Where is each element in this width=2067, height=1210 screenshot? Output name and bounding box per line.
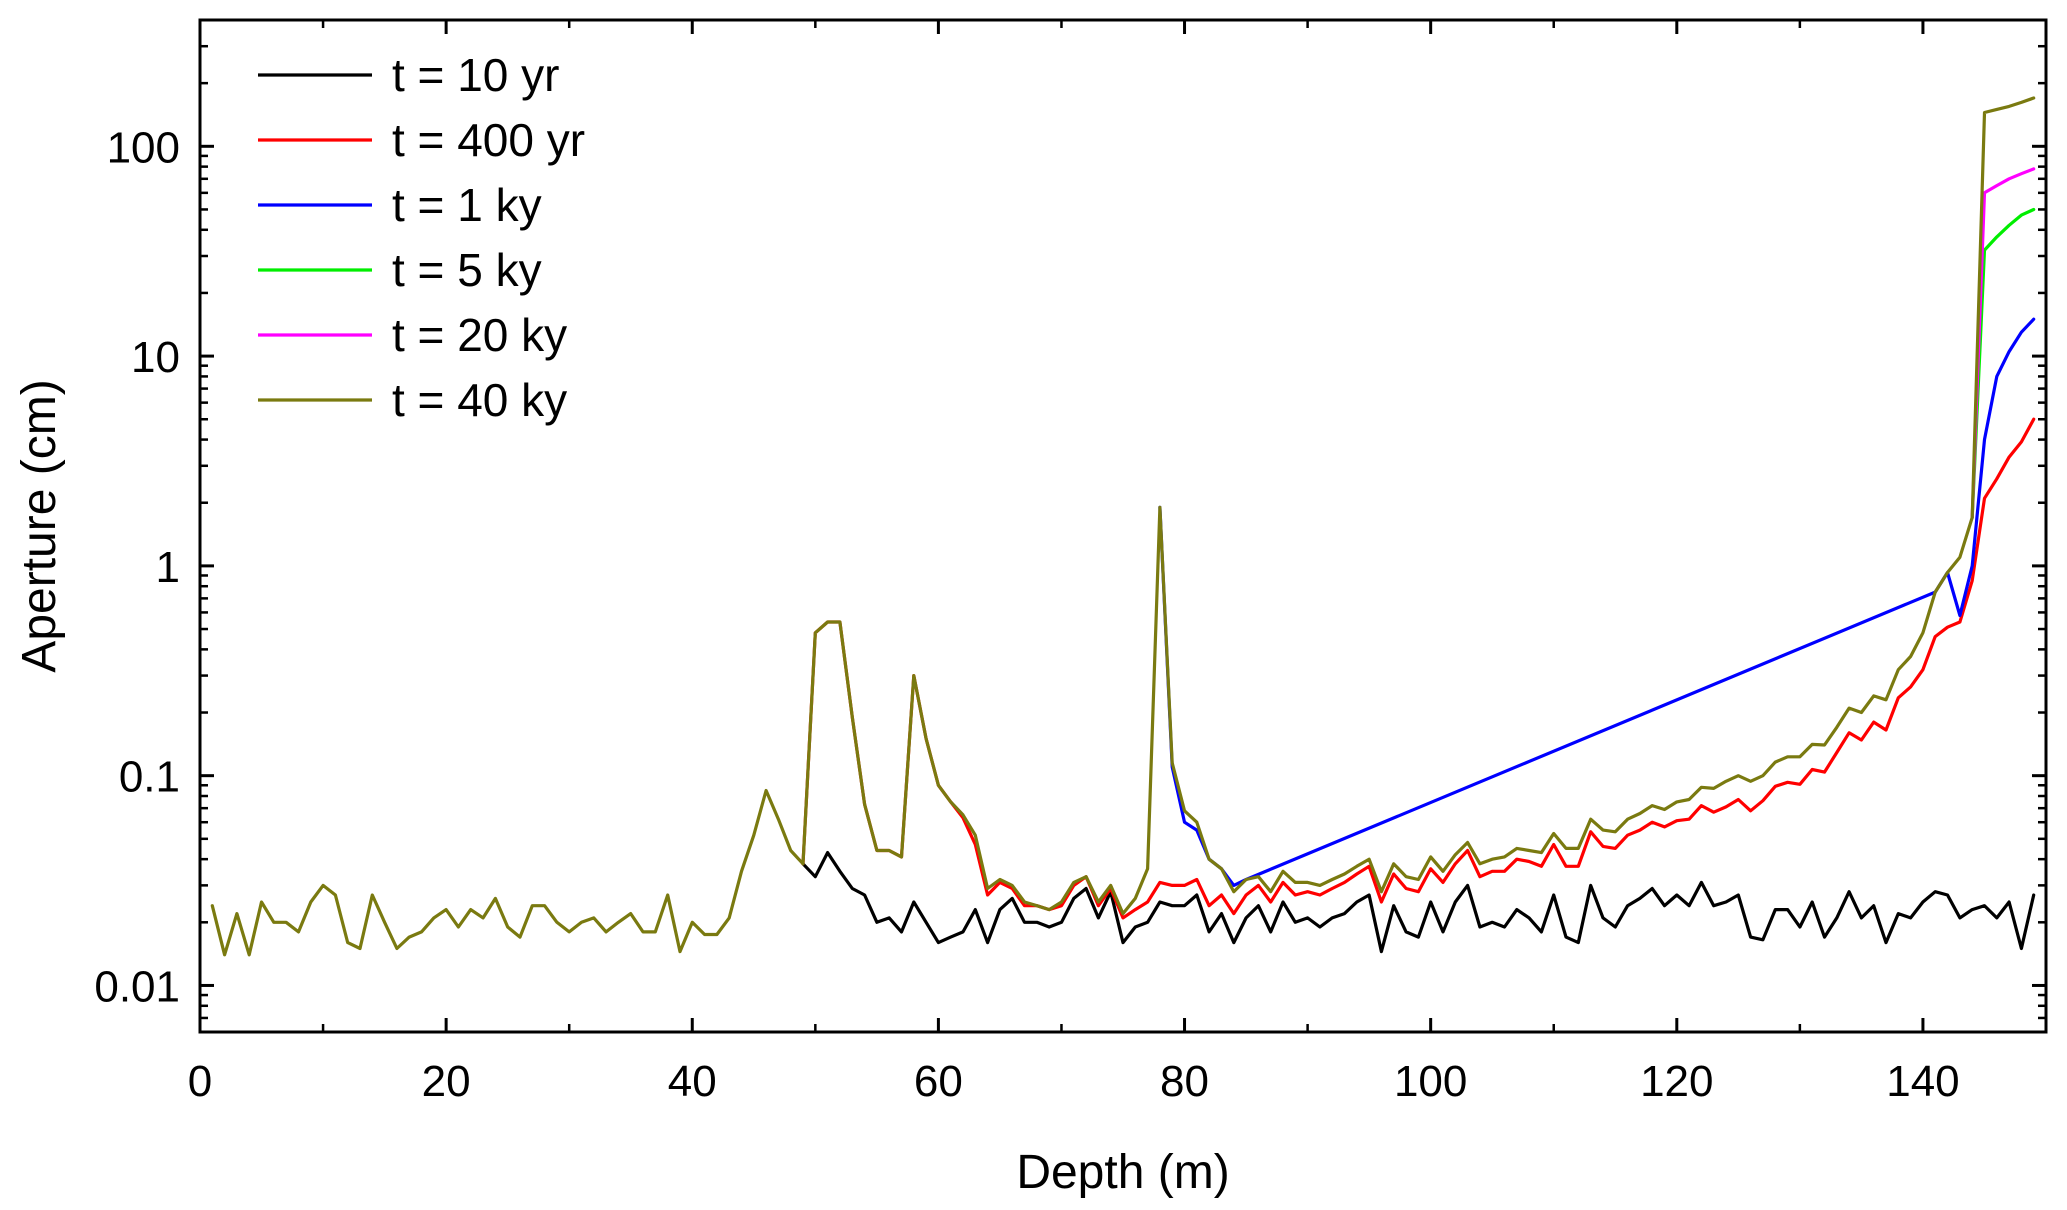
x-tick-label: 100 (1394, 1057, 1467, 1106)
legend-label-1: t = 10 yr (392, 49, 559, 101)
axes: 0 20 40 60 80 100 120 140 0.01 0.1 1 10 100 Depth (m)… (13, 18, 2048, 1199)
series-line-6 (210, 96, 2036, 957)
x-tick-label: 0 (188, 1057, 212, 1106)
y-tick-label: 10 (131, 333, 180, 382)
y-tick-label: 0.01 (94, 962, 180, 1011)
series-line-4 (1970, 207, 2036, 520)
x-tick-label: 40 (668, 1057, 717, 1106)
x-axis-title: Depth (m) (1016, 1146, 1229, 1199)
y-tick-label: 0.1 (119, 753, 180, 802)
y-tick-label: 100 (107, 123, 180, 172)
series-line-3 (1158, 317, 2036, 887)
x-tick-label: 80 (1160, 1057, 1209, 1106)
legend-label-5: t = 20 ky (392, 309, 567, 361)
legend-label-4: t = 5 ky (392, 244, 542, 296)
series-line-2 (801, 417, 2036, 920)
plot-lines (210, 96, 2036, 957)
x-tick-label: 120 (1640, 1057, 1713, 1106)
x-tick-label: 140 (1886, 1057, 1959, 1106)
series-line-5 (1970, 167, 2036, 520)
legend-label-2: t = 400 yr (392, 114, 585, 166)
x-tick-label: 20 (422, 1057, 471, 1106)
plot-frame (198, 18, 2048, 1034)
y-axis-title: Aperture (cm) (13, 379, 66, 672)
x-tick-label: 60 (914, 1057, 963, 1106)
y-tick-label: 1 (156, 543, 180, 592)
legend-label-6: t = 40 ky (392, 374, 567, 426)
series-line-1 (801, 851, 2036, 954)
legend-label-3: t = 1 ky (392, 179, 542, 231)
legend: t = 10 yr t = 400 yr t = 1 ky t = 5 ky t = 2… (258, 49, 585, 426)
